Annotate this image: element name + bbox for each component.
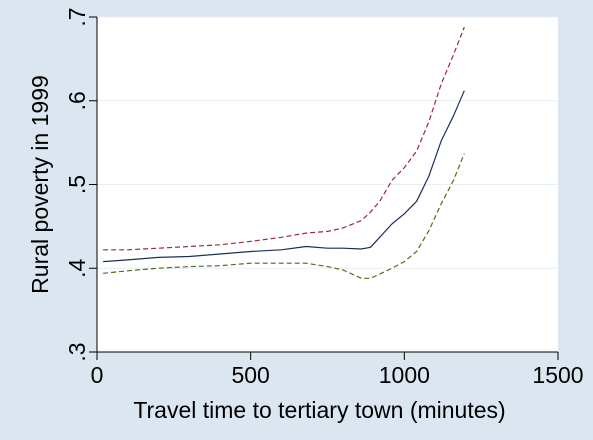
axes <box>89 16 559 360</box>
x-tick-label: 1500 <box>532 362 583 388</box>
series-line-upper-ci <box>103 26 465 251</box>
y-tick-label: .7 <box>64 7 90 26</box>
data-lines <box>103 26 465 279</box>
x-tick-label: 500 <box>231 362 269 388</box>
series-line-fit <box>103 90 465 263</box>
y-tick-label: .6 <box>64 91 90 110</box>
y-axis-label: Rural poverty in 1999 <box>27 75 53 294</box>
x-axis-label: Travel time to tertiary town (minutes) <box>133 397 505 423</box>
y-tick-label: .4 <box>64 258 90 277</box>
y-tick-label: .5 <box>64 175 90 194</box>
y-tick-label: .3 <box>64 342 90 361</box>
series-line-lower-ci <box>103 153 465 279</box>
x-tick-label: 0 <box>91 362 104 388</box>
tick-labels: 0 500 1000 1500 .3 .4 .5 .6 .7 <box>64 7 584 388</box>
x-tick-label: 1000 <box>379 362 430 388</box>
